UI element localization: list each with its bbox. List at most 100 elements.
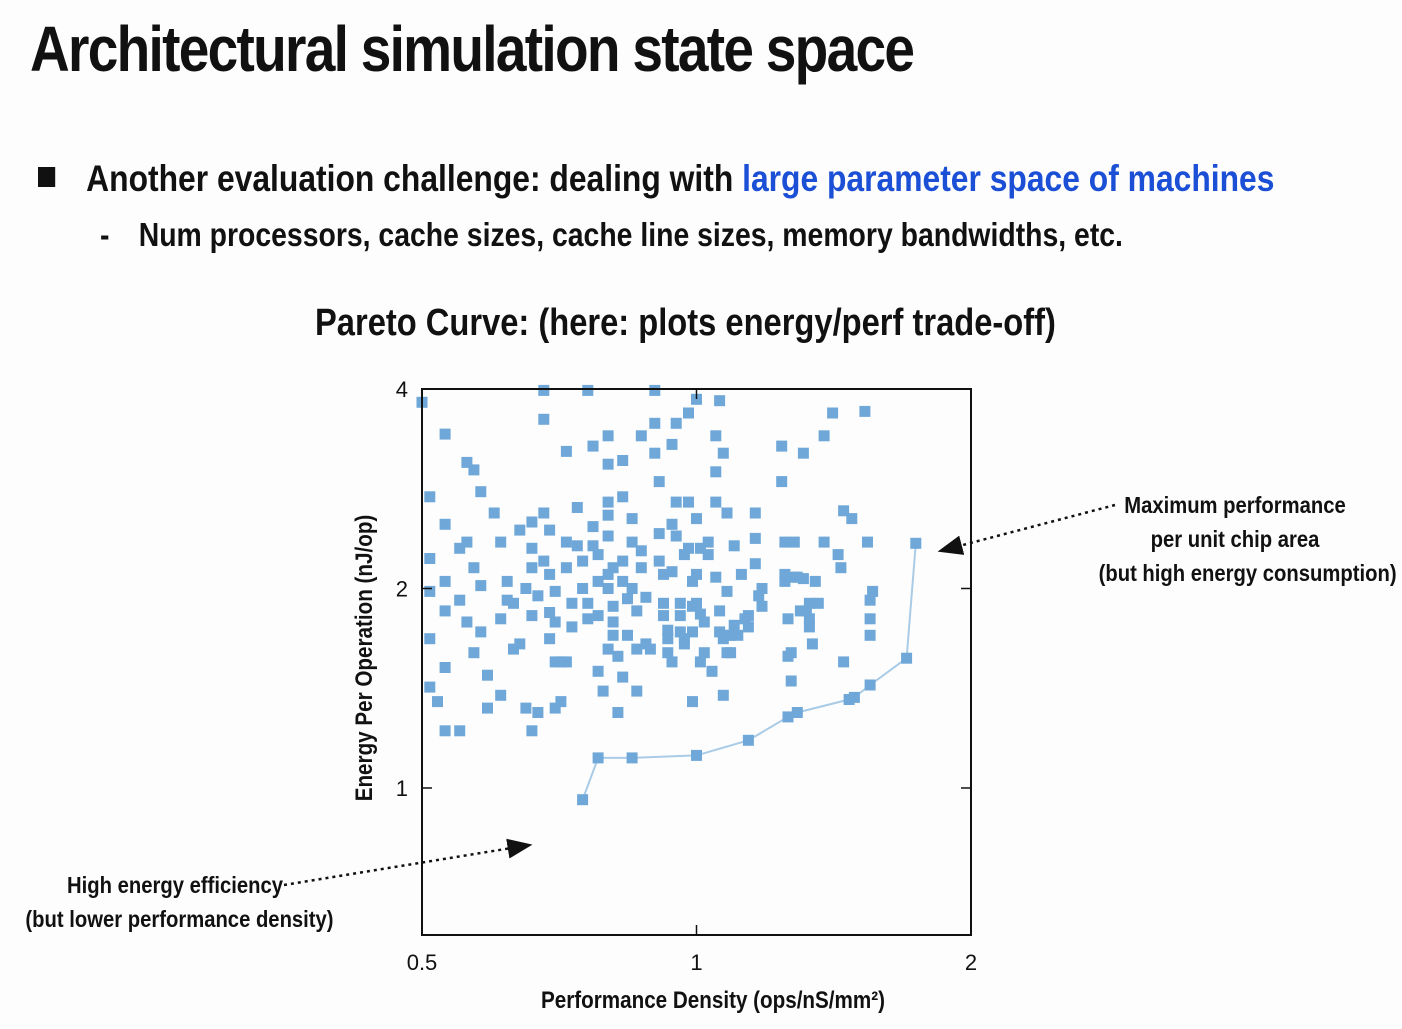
data-point — [691, 393, 702, 405]
data-point — [706, 665, 718, 677]
data-point — [626, 513, 638, 525]
data-point — [626, 536, 638, 548]
data-point — [788, 536, 800, 548]
slide-title: Architectural simulation state space — [30, 13, 915, 85]
data-point — [538, 507, 550, 519]
data-point — [691, 568, 702, 580]
data-point — [710, 466, 722, 478]
x-tick-label: 1 — [690, 950, 702, 975]
data-point — [797, 447, 809, 459]
data-point — [797, 573, 809, 585]
data-point — [698, 647, 710, 659]
data-point — [544, 524, 556, 536]
data-point — [658, 568, 669, 580]
data-point — [587, 521, 599, 533]
data-point — [691, 597, 702, 609]
data-point — [674, 597, 686, 609]
data-point — [694, 608, 706, 620]
data-point — [626, 583, 638, 594]
data-point — [749, 558, 761, 570]
pareto-point — [910, 537, 922, 549]
data-point — [501, 594, 513, 606]
data-point — [607, 600, 619, 612]
data-point — [728, 619, 740, 631]
data-point — [495, 536, 507, 548]
data-point — [670, 417, 682, 429]
data-point — [468, 464, 480, 476]
data-point — [721, 507, 733, 519]
data-point — [649, 447, 661, 459]
data-point — [424, 553, 436, 564]
annotation-left-line-2: (but lower performance density) — [25, 906, 334, 932]
data-point — [495, 689, 507, 701]
annotation-right-line-2: per unit chip area — [1150, 526, 1320, 552]
data-point — [602, 643, 614, 655]
data-point — [549, 702, 561, 714]
data-point — [622, 593, 633, 605]
data-point — [520, 702, 532, 714]
data-point — [482, 669, 493, 681]
data-point — [803, 597, 815, 609]
data-point — [612, 650, 624, 662]
data-point — [631, 605, 643, 617]
data-point — [461, 536, 473, 548]
data-point — [687, 696, 698, 708]
data-point — [475, 486, 487, 498]
data-point — [592, 575, 604, 587]
data-point — [571, 502, 583, 513]
data-point — [674, 610, 686, 622]
data-point — [644, 643, 656, 655]
data-point — [520, 583, 532, 594]
data-point — [698, 616, 710, 628]
y-axis-label: Energy Per Operation (nJ/op) — [351, 515, 378, 802]
data-point — [806, 638, 818, 650]
annotation-right-line-3: (but high energy consumption) — [1098, 560, 1397, 586]
data-point — [859, 405, 871, 417]
annotation-max-performance: Maximum performance per unit chip area (… — [1080, 488, 1397, 590]
data-point — [756, 600, 768, 612]
bullet-text: Another evaluation challenge: dealing wi… — [86, 158, 743, 199]
pareto-point — [592, 752, 604, 764]
data-point — [582, 613, 594, 625]
data-point — [683, 542, 694, 554]
data-point — [832, 549, 844, 561]
pareto-point — [742, 734, 754, 746]
data-point — [666, 656, 678, 668]
data-point — [666, 438, 678, 450]
data-point — [779, 568, 791, 580]
data-point — [612, 707, 624, 718]
data-point — [607, 562, 619, 574]
pareto-point — [626, 752, 638, 764]
data-point — [439, 662, 451, 673]
data-point — [658, 610, 669, 622]
data-point — [691, 513, 702, 525]
data-point — [662, 647, 674, 659]
data-point — [439, 575, 451, 587]
data-point — [526, 562, 538, 574]
bullet-highlight: large parameter space of machines — [742, 158, 1275, 199]
pareto-point — [782, 711, 794, 723]
data-point — [597, 685, 609, 697]
data-point — [532, 590, 544, 602]
data-point — [468, 562, 480, 574]
data-point — [488, 507, 500, 519]
data-point — [602, 530, 614, 542]
data-point — [495, 613, 507, 625]
data-point — [864, 629, 876, 641]
data-point — [735, 568, 747, 580]
data-point — [838, 656, 850, 668]
y-tick-label: 4 — [396, 377, 408, 402]
data-point — [649, 384, 661, 396]
data-point — [526, 610, 538, 622]
data-point — [714, 626, 726, 638]
data-point — [432, 696, 443, 708]
x-axis-label: Performance Density (ops/nS/mm²) — [541, 987, 885, 1014]
data-point — [602, 583, 614, 594]
data-point — [424, 491, 436, 503]
data-point — [714, 395, 726, 407]
data-point — [779, 575, 791, 587]
data-point — [566, 621, 578, 633]
data-point — [687, 575, 698, 587]
data-point — [617, 491, 629, 503]
data-point — [461, 616, 473, 628]
